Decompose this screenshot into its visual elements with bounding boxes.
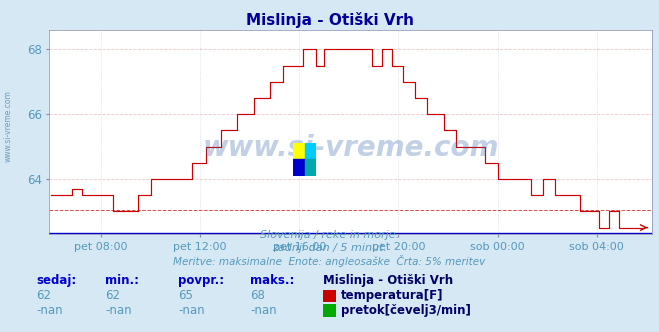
Bar	[304, 143, 316, 159]
Bar	[293, 159, 304, 176]
Text: pretok[čevelj3/min]: pretok[čevelj3/min]	[341, 304, 471, 317]
Text: maks.:: maks.:	[250, 274, 295, 287]
Text: min.:: min.:	[105, 274, 140, 287]
Text: -nan: -nan	[178, 304, 204, 317]
Text: 62: 62	[105, 289, 121, 302]
Bar	[304, 159, 316, 176]
Text: -nan: -nan	[250, 304, 277, 317]
Text: Meritve: maksimalne  Enote: angleosaške  Črta: 5% meritev: Meritve: maksimalne Enote: angleosaške Č…	[173, 255, 486, 267]
Text: 62: 62	[36, 289, 51, 302]
Text: temperatura[F]: temperatura[F]	[341, 289, 444, 302]
Text: www.si-vreme.com: www.si-vreme.com	[3, 90, 13, 162]
Bar	[293, 143, 304, 159]
Text: zadnji dan / 5 minut.: zadnji dan / 5 minut.	[272, 243, 387, 253]
Text: Mislinja - Otiški Vrh: Mislinja - Otiški Vrh	[323, 274, 453, 287]
Text: Mislinja - Otiški Vrh: Mislinja - Otiški Vrh	[246, 12, 413, 28]
Text: -nan: -nan	[105, 304, 132, 317]
Text: 65: 65	[178, 289, 193, 302]
Text: povpr.:: povpr.:	[178, 274, 224, 287]
Text: Slovenija / reke in morje.: Slovenija / reke in morje.	[260, 230, 399, 240]
Text: 68: 68	[250, 289, 266, 302]
Text: -nan: -nan	[36, 304, 63, 317]
Text: www.si-vreme.com: www.si-vreme.com	[203, 134, 499, 162]
Text: sedaj:: sedaj:	[36, 274, 76, 287]
